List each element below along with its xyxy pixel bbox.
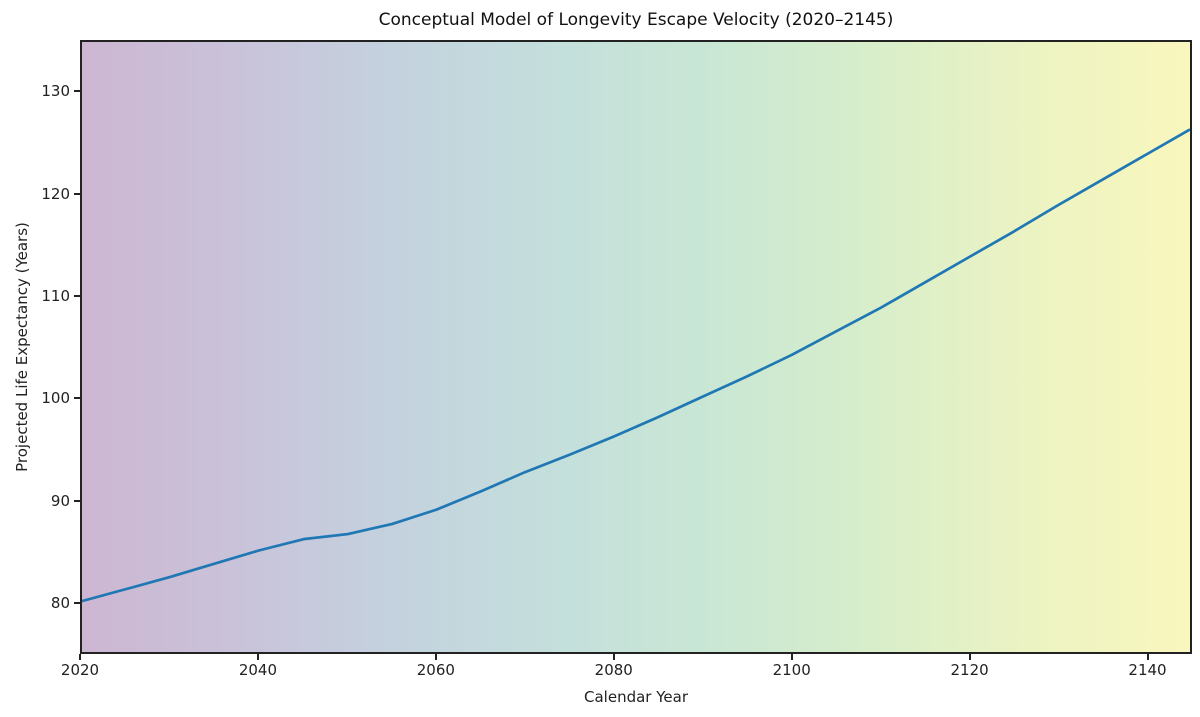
life-expectancy-line	[82, 128, 1190, 603]
y-tick-mark	[74, 499, 80, 502]
x-tick-mark	[968, 654, 971, 660]
x-tick-label: 2020	[60, 661, 100, 679]
y-tick-mark	[74, 294, 80, 297]
y-tick-label: 80	[50, 593, 70, 612]
y-axis-label: Projected Life Expectancy (Years)	[13, 222, 31, 472]
y-tick-mark	[74, 397, 80, 400]
x-tick-label: 2080	[594, 661, 633, 679]
x-tick-mark	[790, 654, 793, 660]
y-tick-mark	[74, 90, 80, 93]
x-tick-label: 2120	[950, 661, 989, 679]
x-tick-mark	[79, 654, 81, 660]
y-tick-label: 120	[41, 184, 70, 203]
x-tick-label: 2040	[238, 661, 277, 679]
y-tick-label: 100	[41, 389, 70, 408]
y-tick-label: 90	[50, 491, 70, 510]
x-tick-mark	[434, 654, 437, 660]
y-tick-mark	[74, 192, 80, 195]
y-tick-label: 130	[41, 82, 70, 101]
y-tick-label: 110	[41, 286, 70, 305]
x-tick-mark	[612, 654, 615, 660]
x-axis-label: Calendar Year	[584, 688, 688, 706]
x-tick-label: 2100	[772, 661, 811, 679]
y-tick-mark	[74, 601, 80, 604]
x-tick-mark	[256, 654, 259, 660]
x-tick-label: 2060	[416, 661, 455, 679]
x-tick-label: 2140	[1128, 661, 1167, 679]
chart-title: Conceptual Model of Longevity Escape Vel…	[378, 10, 894, 30]
plot-area	[80, 40, 1192, 654]
x-tick-mark	[1146, 654, 1149, 660]
line-plot-svg	[82, 128, 1190, 603]
